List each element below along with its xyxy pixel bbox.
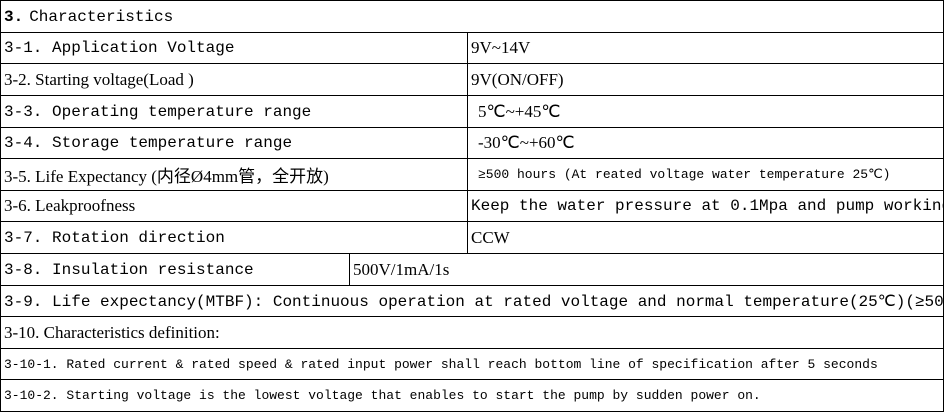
text: 3-4. Storage temperature range (4, 134, 293, 152)
text: 3-3. Operating temperature range (4, 102, 312, 121)
text: 3-5. Life Expectancy (内径Ø4mm管，全开放) (4, 167, 329, 186)
row-value: Keep the water pressure at 0.1Mpa and pu… (467, 190, 944, 222)
text: 3-7. Rotation direction (4, 228, 225, 247)
text: 3-1. Application Voltage (4, 39, 235, 57)
text: 3-10. Characteristics definition: (4, 322, 220, 342)
row-value: 9V(ON/OFF) (467, 63, 944, 96)
text: 3-2. Starting voltage(Load ) (4, 69, 194, 89)
text: 5℃~+45℃ (478, 101, 561, 121)
row-text: 3-10. Characteristics definition: (0, 316, 944, 349)
text: Characteristics (29, 7, 174, 26)
text: Keep the water pressure at 0.1Mpa and pu… (471, 197, 943, 215)
row-text: 3-10-1. Rated current & rated speed & ra… (0, 348, 944, 380)
text: ≥500 hours (At reated voltage water temp… (478, 167, 891, 182)
text: 500V/1mA/1s (353, 259, 450, 279)
row-text: 3-9. Life expectancy(MTBF): Continuous o… (0, 285, 944, 317)
row-label: 3-2. Starting voltage(Load ) (0, 63, 468, 96)
row-value: 5℃~+45℃ (467, 95, 944, 128)
text: 3. (4, 7, 24, 26)
row-value: ≥500 hours (At reated voltage water temp… (467, 158, 944, 191)
row-label: 3-8. Insulation resistance (0, 253, 350, 286)
row-label: 3-4. Storage temperature range (0, 127, 468, 159)
row-label: 3-6. Leakproofness (0, 190, 468, 222)
row-value: -30℃~+60℃ (467, 127, 944, 159)
row-value: 500V/1mA/1s (349, 253, 944, 286)
row-text: 3-10-2. Starting voltage is the lowest v… (0, 379, 944, 412)
text: CCW (471, 227, 510, 247)
row-label: 3-7. Rotation direction (0, 221, 468, 254)
text: 3-10-2. Starting voltage is the lowest v… (4, 388, 761, 403)
row-label: 3-3. Operating temperature range (0, 95, 468, 128)
row-value: CCW (467, 221, 944, 254)
row-label: 3-1. Application Voltage (0, 32, 468, 64)
row-label: 3-5. Life Expectancy (内径Ø4mm管，全开放) (0, 158, 468, 191)
text: 9V~14V (471, 38, 531, 57)
text: 3-9. Life expectancy(MTBF): Continuous o… (4, 293, 944, 311)
text: 3-10-1. Rated current & rated speed & ra… (4, 356, 878, 372)
text: 3-6. Leakproofness (4, 196, 136, 215)
text: 3-8. Insulation resistance (4, 260, 254, 279)
section-title: 3. Characteristics (0, 0, 944, 33)
row-value: 9V~14V (467, 32, 944, 64)
text: -30℃~+60℃ (478, 133, 575, 152)
text: 9V(ON/OFF) (471, 69, 564, 89)
